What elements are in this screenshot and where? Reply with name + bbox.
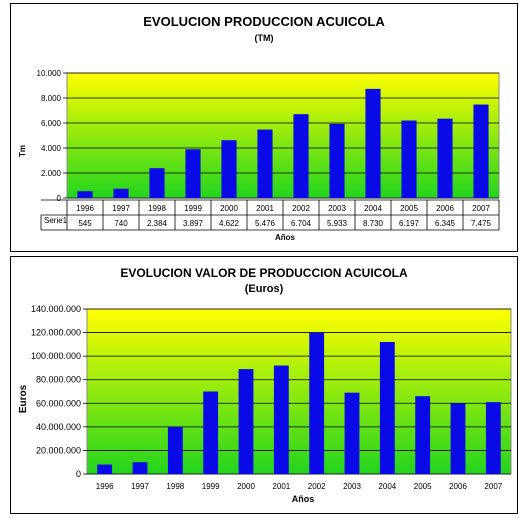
y-tick-label: 6.000	[41, 119, 62, 128]
bar-2006	[450, 403, 466, 474]
data-label: 8.730	[363, 219, 384, 228]
data-label: 6.345	[435, 219, 456, 228]
bars	[77, 88, 489, 198]
bar-2005	[415, 396, 431, 474]
x-tick-label: 2003	[328, 204, 346, 213]
y-tick-label: 10.000	[37, 69, 62, 78]
bar-2003	[329, 123, 345, 198]
x-tick-label: 2007	[484, 482, 502, 491]
bar-2003	[344, 392, 360, 474]
x-tick-label: 2005	[414, 482, 432, 491]
x-tick-label: 2001	[272, 482, 290, 491]
production-chart: EVOLUCION PRODUCCION ACUICOLA (TM) Tm Añ…	[18, 14, 500, 242]
x-tick-label: 2003	[343, 482, 361, 491]
chart-subtitle: (TM)	[255, 33, 274, 43]
bar-1997	[132, 462, 148, 474]
y-tick-label: 40.000.000	[36, 422, 81, 432]
series-label: Serie1	[44, 216, 68, 225]
y-tick-label: 0	[76, 469, 81, 479]
x-tick-label: 2000	[237, 482, 255, 491]
x-tick-label: 2007	[472, 204, 490, 213]
x-tick-label: 1998	[166, 482, 184, 491]
bars	[97, 332, 501, 474]
value-chart-panel: EVOLUCION VALOR DE PRODUCCION ACUICOLA (…	[10, 256, 518, 514]
x-tick-label: 1997	[131, 482, 149, 491]
data-label: 2.384	[147, 219, 168, 228]
y-tick-labels: 0 20.000.000 40.000.000 60.000.000 80.000.00…	[31, 304, 81, 479]
data-label: 740	[114, 219, 128, 228]
bar-1999	[203, 391, 219, 474]
production-chart-panel: EVOLUCION PRODUCCION ACUICOLA (TM) Tm Añ…	[10, 3, 518, 252]
data-label: 5.933	[327, 219, 348, 228]
grid-lines	[63, 72, 499, 199]
data-label: 5.476	[255, 219, 276, 228]
bar-1999	[185, 149, 201, 198]
y-tick-labels: 0 2.000 4.000 6.000 8.000 10.000	[37, 69, 62, 203]
x-tick-label: 2002	[292, 204, 310, 213]
x-tick-label: 1997	[112, 204, 130, 213]
bar-2007	[473, 104, 489, 198]
y-tick-label: 140.000.000	[31, 304, 81, 314]
y-axis-label: Euros	[18, 384, 29, 413]
x-tick-label: 2006	[449, 482, 467, 491]
x-axis-label: Años	[292, 494, 315, 504]
x-tick-label: 2004	[378, 482, 396, 491]
x-tick-label: 1999	[184, 204, 202, 213]
data-label: 7.475	[471, 219, 492, 228]
y-tick-label: 8.000	[41, 94, 62, 103]
x-tick-label: 2006	[436, 204, 454, 213]
x-tick-label: 1996	[96, 482, 114, 491]
x-axis-label: Años	[275, 233, 296, 242]
x-tick-label: 2004	[364, 204, 382, 213]
y-tick-label: 80.000.000	[36, 375, 81, 385]
bar-1997	[113, 188, 129, 198]
chart-subtitle: (Euros)	[245, 283, 284, 295]
bar-1998	[167, 426, 183, 474]
plot-area	[86, 308, 512, 475]
bar-2002	[293, 114, 309, 198]
data-table: Serie1 1996 545 1997 740 1998 2.384 1999 3.897 2…	[40, 199, 500, 231]
bar-2001	[273, 365, 289, 474]
data-label: 6.704	[291, 219, 312, 228]
grid-lines	[83, 308, 511, 475]
bar-2005	[401, 120, 417, 198]
y-tick-label: 2.000	[41, 169, 62, 178]
x-tick-label: 1996	[76, 204, 94, 213]
bar-2002	[309, 332, 325, 474]
bar-2000	[238, 369, 254, 474]
data-label: 545	[78, 219, 92, 228]
x-tick-label: 2005	[400, 204, 418, 213]
bar-2007	[485, 402, 501, 474]
bar-2004	[379, 342, 395, 474]
y-tick-label: 20.000.000	[36, 445, 81, 455]
x-tick-labels: 1996 1997 1998 1999 2000 2001 2002 2003 2004 2005…	[96, 482, 503, 491]
y-tick-label: 0	[57, 194, 62, 203]
bar-2000	[221, 140, 237, 198]
x-tick-label: 1999	[202, 482, 220, 491]
bar-2001	[257, 129, 273, 198]
data-label: 6.197	[399, 219, 420, 228]
bar-1996	[77, 191, 93, 198]
x-tick-label: 2000	[220, 204, 238, 213]
x-tick-label: 2001	[256, 204, 274, 213]
x-tick-label: 1998	[148, 204, 166, 213]
plot-area	[66, 72, 500, 199]
bar-2004	[365, 88, 381, 198]
chart-title: EVOLUCION PRODUCCION ACUICOLA	[143, 14, 385, 29]
data-label: 3.897	[183, 219, 204, 228]
bar-1996	[97, 464, 113, 474]
data-label: 4.622	[219, 219, 240, 228]
value-chart: EVOLUCION VALOR DE PRODUCCION ACUICOLA (…	[18, 266, 512, 504]
y-axis-label: Tm	[18, 145, 27, 157]
bar-1998	[149, 168, 165, 198]
chart-title: EVOLUCION VALOR DE PRODUCCION ACUICOLA	[120, 266, 408, 280]
y-tick-label: 60.000.000	[36, 398, 81, 408]
y-tick-label: 120.000.000	[31, 328, 81, 338]
y-tick-label: 4.000	[41, 144, 62, 153]
y-tick-label: 100.000.000	[31, 351, 81, 361]
x-tick-label: 2002	[308, 482, 326, 491]
bar-2006	[437, 118, 453, 198]
